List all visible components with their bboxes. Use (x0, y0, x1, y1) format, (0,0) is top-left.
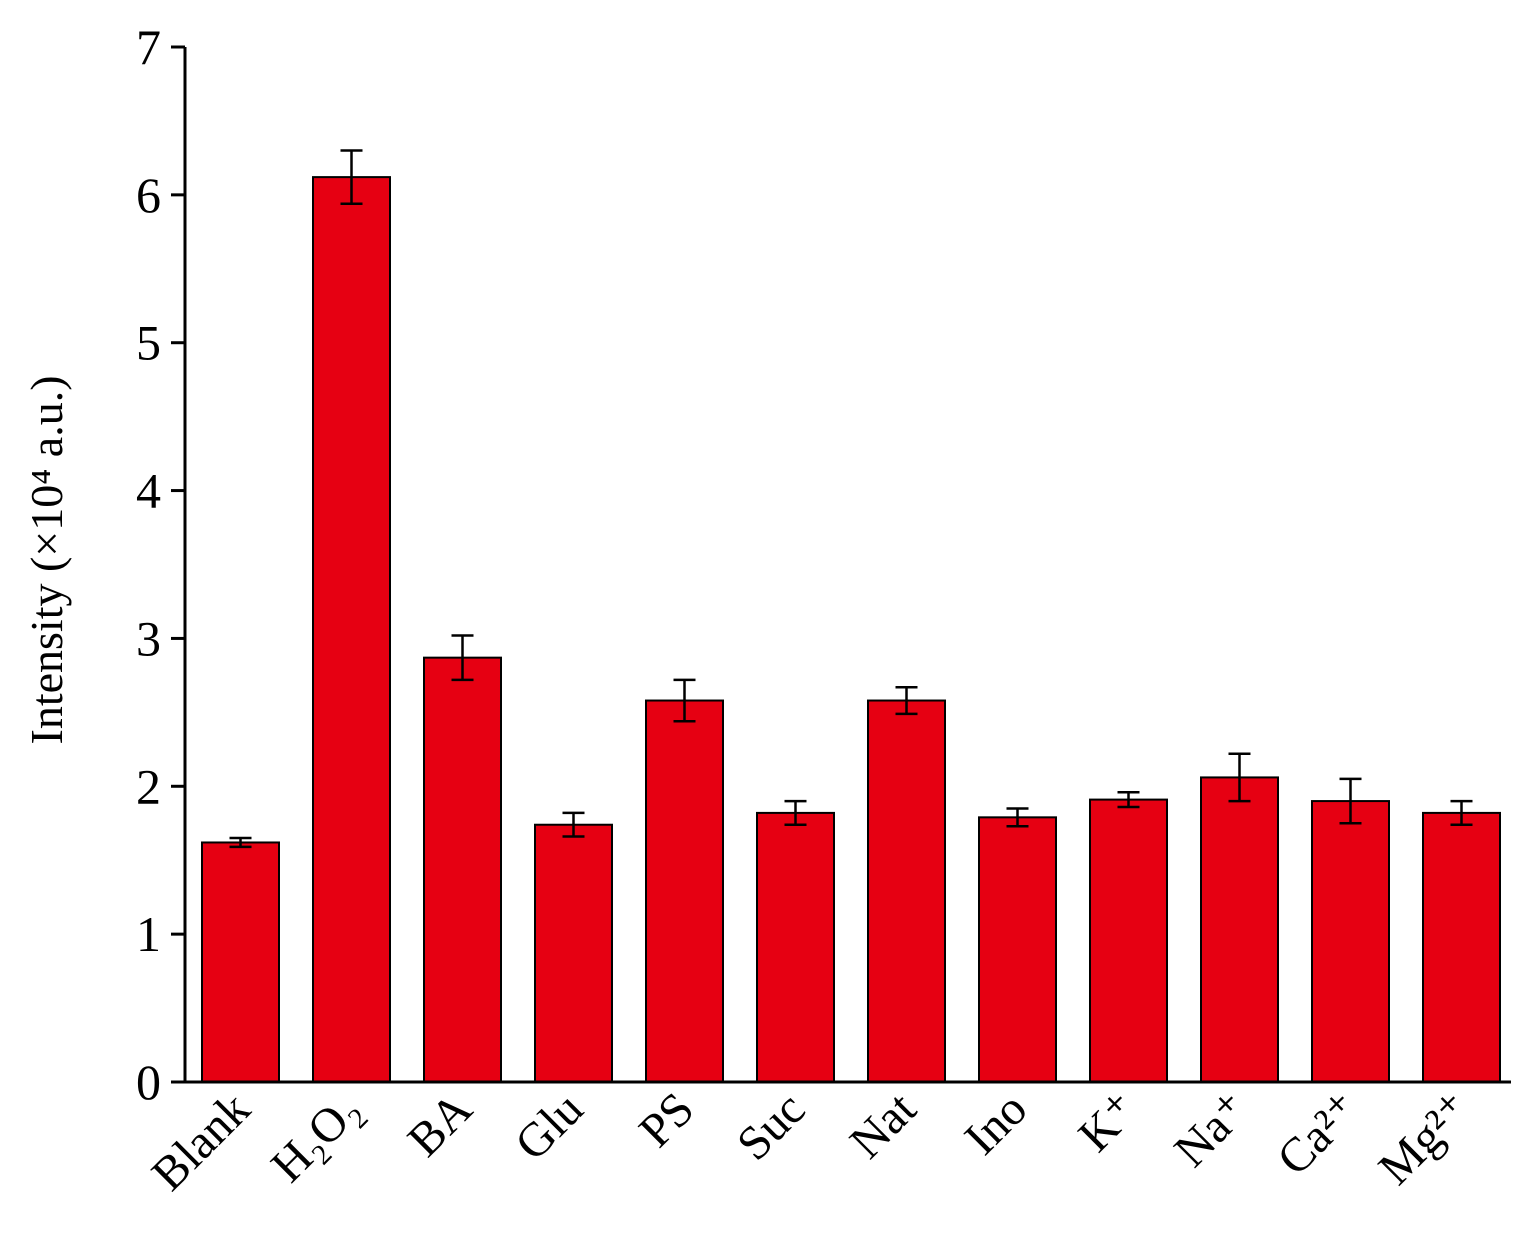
error-bar (1228, 752, 1251, 803)
y-tick-label: 4 (136, 463, 161, 519)
error-bar (562, 811, 585, 838)
error-bar (1450, 799, 1473, 826)
x-tick-label: Mg²⁺ (1369, 1082, 1482, 1195)
bar (201, 841, 280, 1083)
x-tick-label: Glu (505, 1082, 593, 1170)
bar (534, 823, 613, 1083)
y-tick-label: 2 (136, 758, 161, 814)
x-tick-label: BA (398, 1082, 483, 1167)
x-tick-label: PS (629, 1082, 704, 1157)
x-tick-label: H₂O₂ (261, 1082, 371, 1192)
error-bar (1117, 790, 1140, 809)
bar (756, 811, 835, 1084)
y-tick-label: 1 (136, 906, 161, 962)
x-tick-label: Suc (727, 1082, 815, 1170)
bar (423, 656, 502, 1084)
bar (1200, 776, 1279, 1084)
error-bar (340, 149, 363, 205)
error-bar (1006, 807, 1029, 828)
y-axis-label: Intensity (×10⁴ a.u.) (21, 375, 72, 744)
x-tick-label: Ca²⁺ (1267, 1082, 1370, 1185)
bar (645, 699, 724, 1083)
x-tick-label: Na⁺ (1164, 1082, 1259, 1177)
y-tick-label: 3 (136, 610, 161, 666)
bar (1089, 798, 1168, 1083)
x-tick-label: Ino (955, 1082, 1038, 1165)
error-bar (451, 634, 474, 682)
bar (978, 816, 1057, 1083)
bar (312, 176, 391, 1084)
error-bar (229, 836, 252, 849)
bar (867, 699, 946, 1083)
y-tick-label: 7 (136, 19, 161, 75)
error-bar (673, 678, 696, 723)
x-tick-label: K⁺ (1068, 1082, 1148, 1162)
error-bar (1339, 777, 1362, 825)
y-tick-label: 5 (136, 315, 161, 371)
y-tick-label: 0 (136, 1054, 161, 1110)
y-tick-label: 6 (136, 167, 161, 223)
error-bar (895, 685, 918, 716)
bar (1311, 800, 1390, 1083)
x-tick-label: Nat (840, 1082, 927, 1169)
bar (1422, 811, 1501, 1084)
error-bar (784, 799, 807, 826)
